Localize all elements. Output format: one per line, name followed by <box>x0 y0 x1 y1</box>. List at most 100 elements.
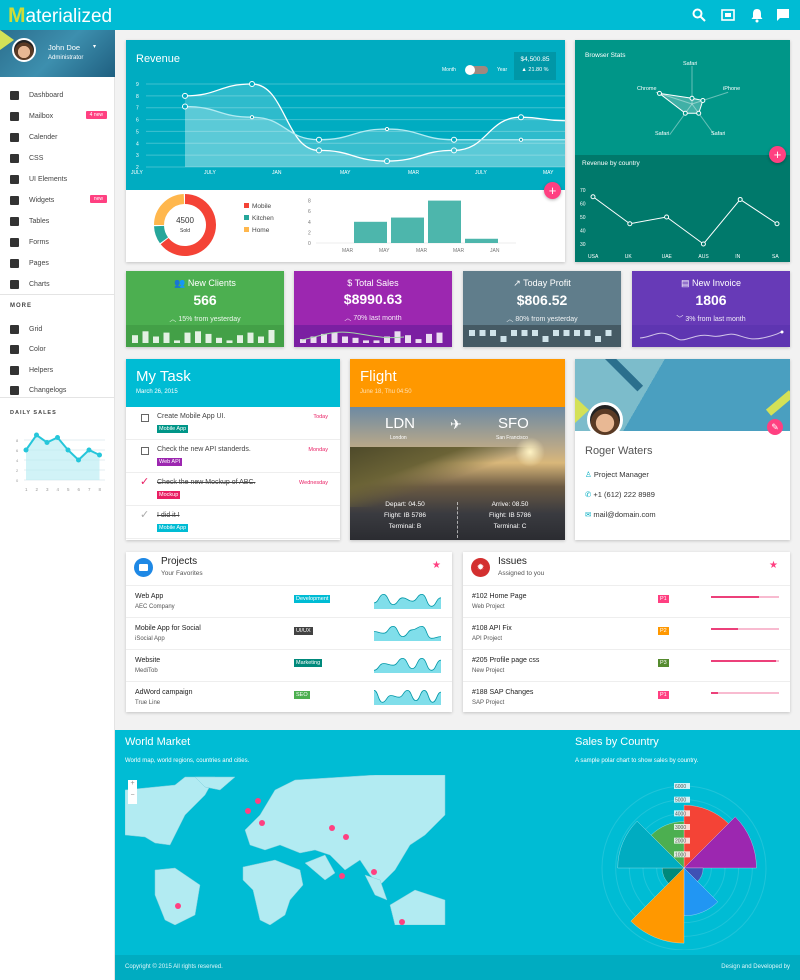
star-icon[interactable]: ★ <box>769 560 778 571</box>
y-tick-label: 8 <box>16 438 19 443</box>
radar-axis <box>691 103 715 136</box>
sidebar-item-ui-elements[interactable]: UI Elements <box>0 169 115 189</box>
flight-title: Flight <box>360 368 397 385</box>
sidebar-item-tables[interactable]: Tables <box>0 211 115 231</box>
check-icon[interactable]: ✓ <box>140 509 150 521</box>
sidebar-item-pages[interactable]: Pages <box>0 253 115 273</box>
add-button[interactable]: + <box>544 182 561 199</box>
sidebar-item-color[interactable]: Color <box>0 340 115 360</box>
issue-row[interactable]: #108 API Fix API Project P2 <box>463 617 790 649</box>
project-row[interactable]: Mobile App for Social iSocial App UI/UX <box>126 617 452 649</box>
profile-avatar[interactable] <box>587 402 623 438</box>
data-point <box>182 92 188 99</box>
profile-name: Roger Waters <box>585 445 653 457</box>
projects-subtitle: Your Favorites <box>161 570 203 577</box>
task-text: I did it ! <box>157 512 180 519</box>
arrive-info: Arrive: 08.50 Flight: IB 5786 Terminal: C <box>489 501 531 530</box>
logo[interactable]: Materialized <box>8 4 113 27</box>
task-item[interactable]: Check the new API standerds. Web API Mon… <box>126 440 340 473</box>
zoom-out-button[interactable]: − <box>130 792 135 799</box>
issue-row[interactable]: #188 SAP Changes SAP Project P1 <box>463 681 790 712</box>
donut-slice-home <box>154 194 185 226</box>
project-tag: SEO <box>294 691 310 699</box>
sales-country-subtitle: A sample polar chart to show sales by co… <box>575 758 699 764</box>
issue-row[interactable]: #102 Home Page Web Project P1 <box>463 585 790 617</box>
map-marker <box>175 903 181 909</box>
issue-row[interactable]: #205 Profile page css New Project P3 <box>463 649 790 681</box>
bar <box>465 238 498 243</box>
world-map[interactable] <box>125 775 455 925</box>
x-tick-label: JULY <box>475 170 488 176</box>
project-tag: Development <box>294 595 331 603</box>
data-point <box>737 196 743 202</box>
priority-badge: P2 <box>658 627 669 635</box>
sidebar-item-charts[interactable]: Charts <box>0 274 115 294</box>
month-year-toggle[interactable] <box>465 65 488 75</box>
spark-bar <box>436 332 443 343</box>
r-tick-label: 5000 <box>675 798 686 804</box>
sidebar-item-widgets[interactable]: Widgets new <box>0 190 115 210</box>
profile-email[interactable]: ✉ mail@domain.com <box>585 510 656 519</box>
chat-icon[interactable] <box>775 7 791 23</box>
x-tick-label: JAN <box>490 248 500 254</box>
color-icon <box>10 345 19 354</box>
r-tick-label: 1000 <box>675 852 686 858</box>
task-checkbox[interactable] <box>141 447 149 455</box>
sidebar-item-calender[interactable]: Calender <box>0 127 115 147</box>
data-point <box>316 136 322 143</box>
profile-phone[interactable]: ✆ +1 (612) 222 8989 <box>585 490 655 499</box>
sidebar-item-css[interactable]: CSS <box>0 148 115 168</box>
spark-bar <box>415 339 422 343</box>
add-button[interactable]: + <box>769 146 786 163</box>
fullscreen-icon[interactable] <box>720 7 736 23</box>
project-company: True Line <box>135 700 161 706</box>
task-item[interactable]: ✓ Check the new Mockup of ABC. Mockup We… <box>126 473 340 506</box>
stat-sparkline <box>632 325 790 347</box>
project-row[interactable]: Web App AEC Company Development <box>126 585 452 617</box>
stat-card-new-invoice[interactable]: ▤ New Invoice 1806 ﹀ 3% from last month <box>632 271 790 347</box>
y-tick-label: 5 <box>136 129 139 135</box>
stat-card-today-profit[interactable]: ↗ Today Profit $806.52 ︿ 80% from yester… <box>463 271 621 347</box>
project-company: AEC Company <box>135 604 175 610</box>
sidebar-item-forms[interactable]: Forms <box>0 232 115 252</box>
sidebar-item-helpers[interactable]: Helpers <box>0 360 115 380</box>
world-market-section: World Market World map, world regions, c… <box>115 730 800 955</box>
star-icon[interactable]: ★ <box>432 560 441 571</box>
stat-card-new-clients[interactable]: 👥 New Clients 566 ︿ 15% from yesterday <box>126 271 284 347</box>
project-row[interactable]: Website MediTob Marketing <box>126 649 452 681</box>
sidebar-item-dashboard[interactable]: Dashboard <box>0 85 115 105</box>
sidebar-item-mailbox[interactable]: Mailbox 4 new <box>0 106 115 126</box>
spark-bar <box>352 337 359 343</box>
mail-icon <box>10 111 19 121</box>
search-icon[interactable] <box>691 7 707 23</box>
zoom-in-button[interactable]: + <box>130 780 135 787</box>
edit-icon[interactable]: ✎ <box>767 419 783 435</box>
spark-bar <box>300 339 306 343</box>
check-icon[interactable]: ✓ <box>140 476 150 488</box>
sidebar-item-grid[interactable]: Grid <box>0 319 115 339</box>
avatar[interactable] <box>12 38 36 62</box>
user-name[interactable]: John Doe <box>48 43 81 52</box>
stat-card-total-sales[interactable]: $ Total Sales $8990.63 ︿ 70% last month <box>294 271 452 347</box>
land-region <box>389 889 446 925</box>
data-point <box>86 447 92 453</box>
project-row[interactable]: AdWord campaign True Line SEO <box>126 681 452 712</box>
task-day: Wednesday <box>299 480 328 486</box>
bell-icon[interactable] <box>749 7 765 23</box>
spark-bar <box>132 335 138 343</box>
task-item[interactable]: ✓ I did it ! Mobile App <box>126 506 340 539</box>
data-point <box>76 457 81 463</box>
chevron-down-icon: ﹀ <box>676 316 684 323</box>
user-dropdown-icon[interactable]: ▾ <box>93 44 97 50</box>
data-point <box>689 95 695 101</box>
radar-label: Safari <box>711 131 725 137</box>
sidebar-item-changelogs[interactable]: Changelogs <box>0 381 115 401</box>
to-code: SFO <box>498 415 529 432</box>
area <box>26 435 100 480</box>
issues-title: Issues <box>498 556 527 567</box>
task-checkbox[interactable] <box>141 414 149 422</box>
progress-fill <box>711 660 776 662</box>
stat-title: 👥 New Clients <box>174 278 236 288</box>
flight-date: June 18, Thu 04:50 <box>360 389 412 395</box>
task-item[interactable]: Create Mobile App UI. Mobile App Today <box>126 407 340 440</box>
